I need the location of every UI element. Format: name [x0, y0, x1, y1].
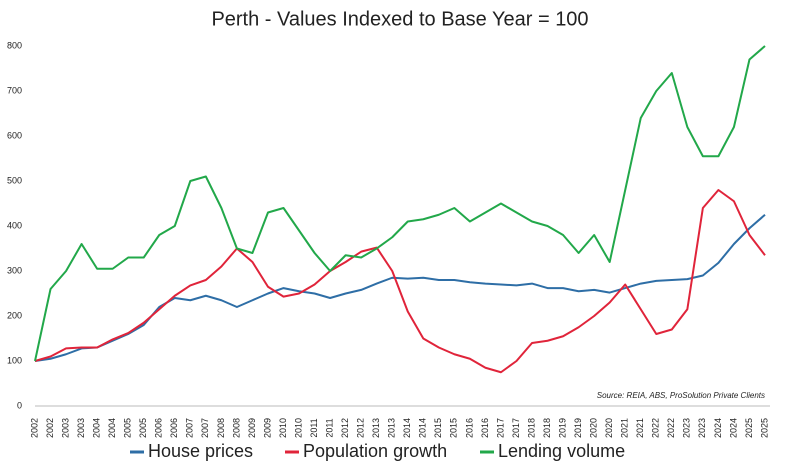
x-tick-label: 2014 — [402, 418, 412, 438]
x-tick-label: 2023 — [682, 418, 692, 438]
x-tick-label: 2011 — [324, 418, 334, 437]
x-tick-label: 2012 — [356, 418, 366, 438]
y-tick-label: 400 — [7, 220, 22, 230]
y-tick-label: 600 — [7, 130, 22, 140]
x-tick-label: 2006 — [154, 418, 164, 438]
series-line — [34, 45, 766, 362]
x-tick-label: 2023 — [697, 418, 707, 438]
x-tick-label: 2003 — [76, 418, 86, 438]
x-tick-label: 2011 — [309, 418, 319, 437]
series-line — [34, 213, 766, 362]
x-tick-label: 2025 — [744, 418, 754, 438]
x-tick-label: 2016 — [464, 418, 474, 438]
x-tick-label: 2010 — [278, 418, 288, 438]
x-tick-label: 2008 — [231, 418, 241, 438]
y-tick-label: 0 — [17, 400, 22, 410]
y-tick-label: 800 — [7, 40, 22, 50]
x-tick-label: 2021 — [635, 418, 645, 438]
x-tick-label: 2005 — [138, 418, 148, 438]
x-tick-label: 2013 — [387, 418, 397, 438]
x-tick-label: 2019 — [557, 418, 567, 438]
x-tick-label: 2005 — [123, 418, 133, 438]
x-tick-label: 2017 — [511, 418, 521, 438]
x-tick-label: 2010 — [293, 418, 303, 438]
x-tick-label: 2013 — [371, 418, 381, 438]
series-line — [34, 189, 766, 374]
x-tick-label: 2006 — [169, 418, 179, 438]
x-tick-label: 2008 — [216, 418, 226, 438]
x-tick-label: 2012 — [340, 418, 350, 438]
legend-label: Population growth — [303, 441, 447, 461]
x-tick-label: 2025 — [759, 418, 769, 438]
x-tick-label: 2009 — [247, 418, 257, 438]
y-tick-label: 200 — [7, 310, 22, 320]
x-tick-label: 2018 — [526, 418, 536, 438]
x-tick-label: 2022 — [651, 418, 661, 438]
x-tick-label: 2020 — [604, 418, 614, 438]
x-tick-label: 2007 — [185, 418, 195, 438]
x-tick-label: 2018 — [542, 418, 552, 438]
x-tick-label: 2024 — [728, 418, 738, 438]
y-tick-label: 100 — [7, 355, 22, 365]
x-tick-label: 2021 — [620, 418, 630, 438]
x-tick-label: 2014 — [418, 418, 428, 438]
legend-label: House prices — [148, 441, 253, 461]
x-tick-label: 2024 — [713, 418, 723, 438]
x-tick-label: 2016 — [480, 418, 490, 438]
x-tick-label: 2017 — [495, 418, 505, 438]
chart-title: Perth - Values Indexed to Base Year = 10… — [211, 8, 588, 30]
x-tick-label: 2015 — [449, 418, 459, 438]
y-tick-label: 700 — [7, 85, 22, 95]
x-tick-label: 2019 — [573, 418, 583, 438]
x-tick-label: 2002 — [29, 418, 39, 438]
x-tick-label: 2007 — [200, 418, 210, 438]
x-tick-label: 2009 — [262, 418, 272, 438]
x-tick-label: 2004 — [92, 418, 102, 438]
x-tick-label: 2002 — [45, 418, 55, 438]
x-tick-label: 2004 — [107, 418, 117, 438]
y-tick-label: 500 — [7, 175, 22, 185]
legend-label: Lending volume — [498, 441, 625, 461]
x-tick-label: 2022 — [666, 418, 676, 438]
x-tick-label: 2020 — [589, 418, 599, 438]
x-tick-label: 2015 — [433, 418, 443, 438]
x-tick-label: 2003 — [60, 418, 70, 438]
source-note: Source: REIA, ABS, ProSolution Private C… — [597, 391, 765, 400]
y-tick-label: 300 — [7, 265, 22, 275]
